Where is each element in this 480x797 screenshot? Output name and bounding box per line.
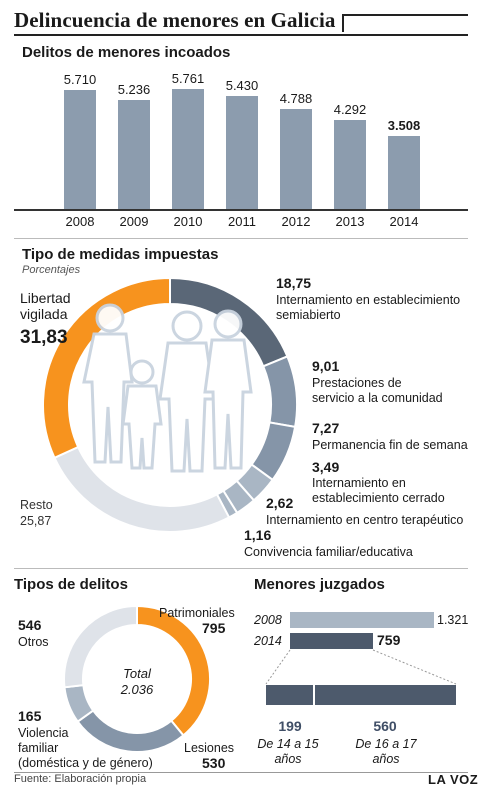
- title-rule: [342, 14, 468, 32]
- section-divider-2: [14, 568, 468, 569]
- otros-label: Otros: [18, 635, 49, 649]
- breakdown-bar-16-17: [315, 685, 456, 705]
- otros-value: 546: [18, 617, 42, 633]
- juzgados-value-2014: 759: [377, 632, 401, 648]
- violencia-value: 165: [18, 708, 42, 724]
- bar-value-2011: 5.430: [225, 78, 259, 93]
- breakdown-label-14-15-line2: años: [274, 752, 302, 766]
- total-label: Total: [123, 666, 151, 681]
- terapeutico-value: 2,62: [266, 495, 294, 511]
- prestaciones-label-line2: servicio a la comunidad: [312, 391, 443, 405]
- footer-source: Fuente: Elaboración propia: [14, 773, 147, 785]
- bar-2013: [334, 120, 366, 209]
- juzgados-bar-2014: [290, 633, 373, 649]
- convivencia-label: Convivencia familiar/educativa: [244, 545, 413, 559]
- donut-slice-7: [42, 276, 171, 460]
- permanencia-label: Permanencia fin de semana: [312, 438, 468, 452]
- cerrado-label-line2: establecimiento cerrado: [312, 491, 445, 505]
- prestaciones-label-line1: Prestaciones de: [312, 376, 402, 390]
- semiabierto-label-line1: Internamiento en establecimiento: [276, 293, 461, 307]
- violencia-label-line3: (doméstica y de género): [18, 756, 153, 770]
- cerrado-value: 3,49: [312, 459, 340, 475]
- bar-2008: [64, 90, 96, 209]
- bar-chart-title: Delitos de menores incoados: [22, 44, 231, 61]
- brand-logo: LA VOZ: [428, 772, 479, 787]
- violencia-label-line2: familiar: [18, 741, 59, 755]
- patrimoniales-label: Patrimoniales: [159, 606, 235, 620]
- breakdown-label-14-15-line1: De 14 a 15: [257, 737, 319, 751]
- bar-value-2010: 5.761: [171, 71, 205, 86]
- breakdown-bar-14-15: [266, 685, 313, 705]
- permanencia-value: 7,27: [312, 420, 340, 436]
- libertad-label-line2: vigilada: [20, 306, 68, 322]
- lesiones-label: Lesiones: [184, 741, 235, 755]
- bar-value-2012: 4.788: [279, 91, 313, 106]
- juzgados-year-2014: 2014: [254, 634, 282, 648]
- bar-2012: [280, 109, 312, 209]
- bar-year-2011: 2011: [228, 214, 256, 229]
- total-value: 2.036: [120, 682, 154, 697]
- breakdown-value-14-15: 199: [278, 718, 302, 734]
- bar-2014: [388, 136, 420, 209]
- lesiones-value: 530: [202, 755, 226, 771]
- bar-year-2008: 2008: [65, 214, 95, 229]
- libertad-label-line1: Libertad: [20, 290, 71, 306]
- bar-year-2013: 2013: [335, 214, 365, 229]
- bar-value-2008: 5.710: [63, 72, 97, 87]
- patrimoniales-value: 795: [202, 620, 226, 636]
- bar-year-2010: 2010: [173, 214, 203, 229]
- breakdown-value-16-17: 560: [373, 718, 397, 734]
- cerrado-label-line1: Internamiento en: [312, 476, 406, 490]
- bar-value-2013: 4.292: [333, 102, 367, 117]
- delitos-title: Tipos de delitos: [14, 576, 128, 593]
- breakdown-label-16-17-line1: De 16 a 17: [355, 737, 417, 751]
- juzgados-bar-2008: [290, 612, 434, 628]
- bar-year-2012: 2012: [281, 214, 311, 229]
- libertad-value: 31,83: [20, 327, 68, 348]
- semiabierto-value: 18,75: [276, 275, 312, 291]
- juzgados-year-2008: 2008: [254, 613, 282, 627]
- delitos-slice-3: [63, 604, 138, 689]
- header-divider: [14, 34, 468, 36]
- resto-value: 25,87: [20, 514, 52, 528]
- semiabierto-label-line2: semiabierto: [276, 308, 341, 322]
- donut-title: Tipo de medidas impuestas: [22, 246, 219, 263]
- section-divider: [14, 238, 468, 239]
- juzgados-value-2008: 1.321: [437, 613, 469, 627]
- bar-chart-baseline: [14, 209, 468, 211]
- juzgados-title: Menores juzgados: [254, 576, 385, 593]
- violencia-label-line1: Violencia: [18, 726, 69, 740]
- convivencia-value: 1,16: [244, 527, 272, 543]
- breakdown-label-16-17-line2: años: [372, 752, 400, 766]
- delitos-slice-1: [76, 709, 185, 753]
- page-title: Delincuencia de menores en Galicia: [14, 8, 336, 32]
- bar-value-2014: 3.508: [387, 118, 421, 133]
- resto-label: Resto: [20, 498, 53, 512]
- bar-2010: [172, 89, 204, 209]
- bar-2011: [226, 96, 258, 209]
- prestaciones-value: 9,01: [312, 358, 340, 374]
- donut-subtitle: Porcentajes: [22, 264, 81, 276]
- bar-2009: [118, 100, 150, 209]
- bar-year-2014: 2014: [389, 214, 419, 229]
- footer-divider: [14, 772, 468, 773]
- bar-value-2009: 5.236: [117, 82, 151, 97]
- bar-year-2009: 2009: [119, 214, 149, 229]
- bar-chart: 5.710 2008 5.236 2009 5.761 2010 5.430 2011 4.78…: [0, 0, 480, 240]
- terapeutico-label: Internamiento en centro terapéutico: [266, 513, 464, 527]
